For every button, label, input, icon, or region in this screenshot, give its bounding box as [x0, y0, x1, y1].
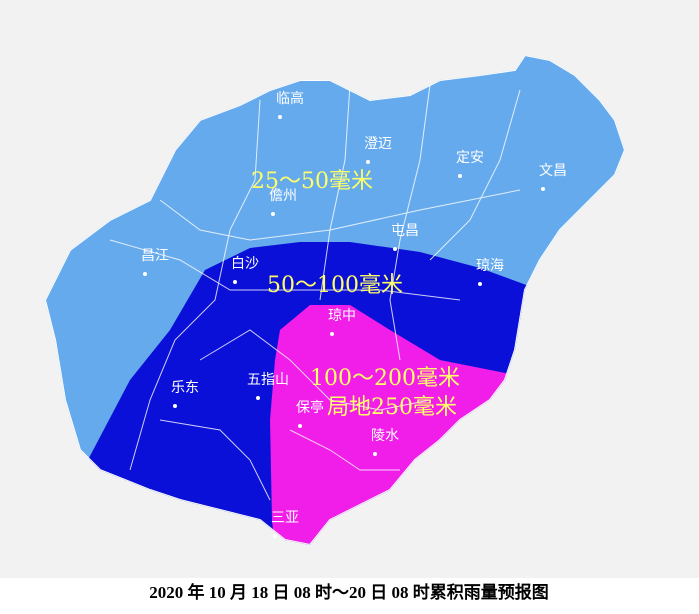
city-label: 白沙	[231, 256, 259, 272]
zone-label: 100～200毫米	[310, 366, 460, 391]
city-dot	[541, 187, 545, 191]
city-label: 琼中	[328, 308, 356, 324]
city-dot	[143, 272, 147, 276]
city-label: 乐东	[171, 380, 199, 396]
city-label: 陵水	[371, 428, 399, 444]
city-label: 五指山	[247, 372, 289, 388]
city-dot	[233, 280, 237, 284]
city-dot	[373, 452, 377, 456]
city-dot	[366, 160, 370, 164]
city-label: 三亚	[271, 510, 299, 526]
city-dot	[393, 247, 397, 251]
city-label: 琼海	[476, 258, 504, 274]
city-dot	[478, 282, 482, 286]
caption: 2020 年 10 月 18 日 08 时～20 日 08 时累积雨量预报图	[149, 582, 549, 602]
city-label: 昌江	[141, 248, 169, 264]
city-dot	[256, 396, 260, 400]
city-label: 文昌	[539, 163, 567, 179]
city-label: 临高	[276, 90, 304, 107]
zone-label: 50～100毫米	[267, 273, 403, 298]
labels: 临高澄迈定安文昌儋州屯昌琼海 昌江白沙琼中乐东 五指山保亭陵水三亚 25～50毫米 50…	[141, 90, 567, 538]
city-dot	[271, 212, 275, 216]
city-label: 定安	[456, 150, 484, 166]
zone-label: 局地250毫米	[327, 395, 457, 420]
city-dot	[278, 115, 282, 119]
city-dot	[298, 424, 302, 428]
county-borders	[109, 84, 521, 501]
city-label: 儋州	[269, 188, 297, 204]
city-dot	[173, 404, 177, 408]
city-dot	[273, 534, 277, 538]
city-dot	[330, 332, 334, 336]
zone-label: 25～50毫米	[251, 169, 373, 194]
city-label: 保亭	[296, 399, 324, 416]
city-dot	[458, 174, 462, 178]
city-label: 屯昌	[391, 223, 419, 239]
city-label: 澄迈	[364, 136, 392, 152]
